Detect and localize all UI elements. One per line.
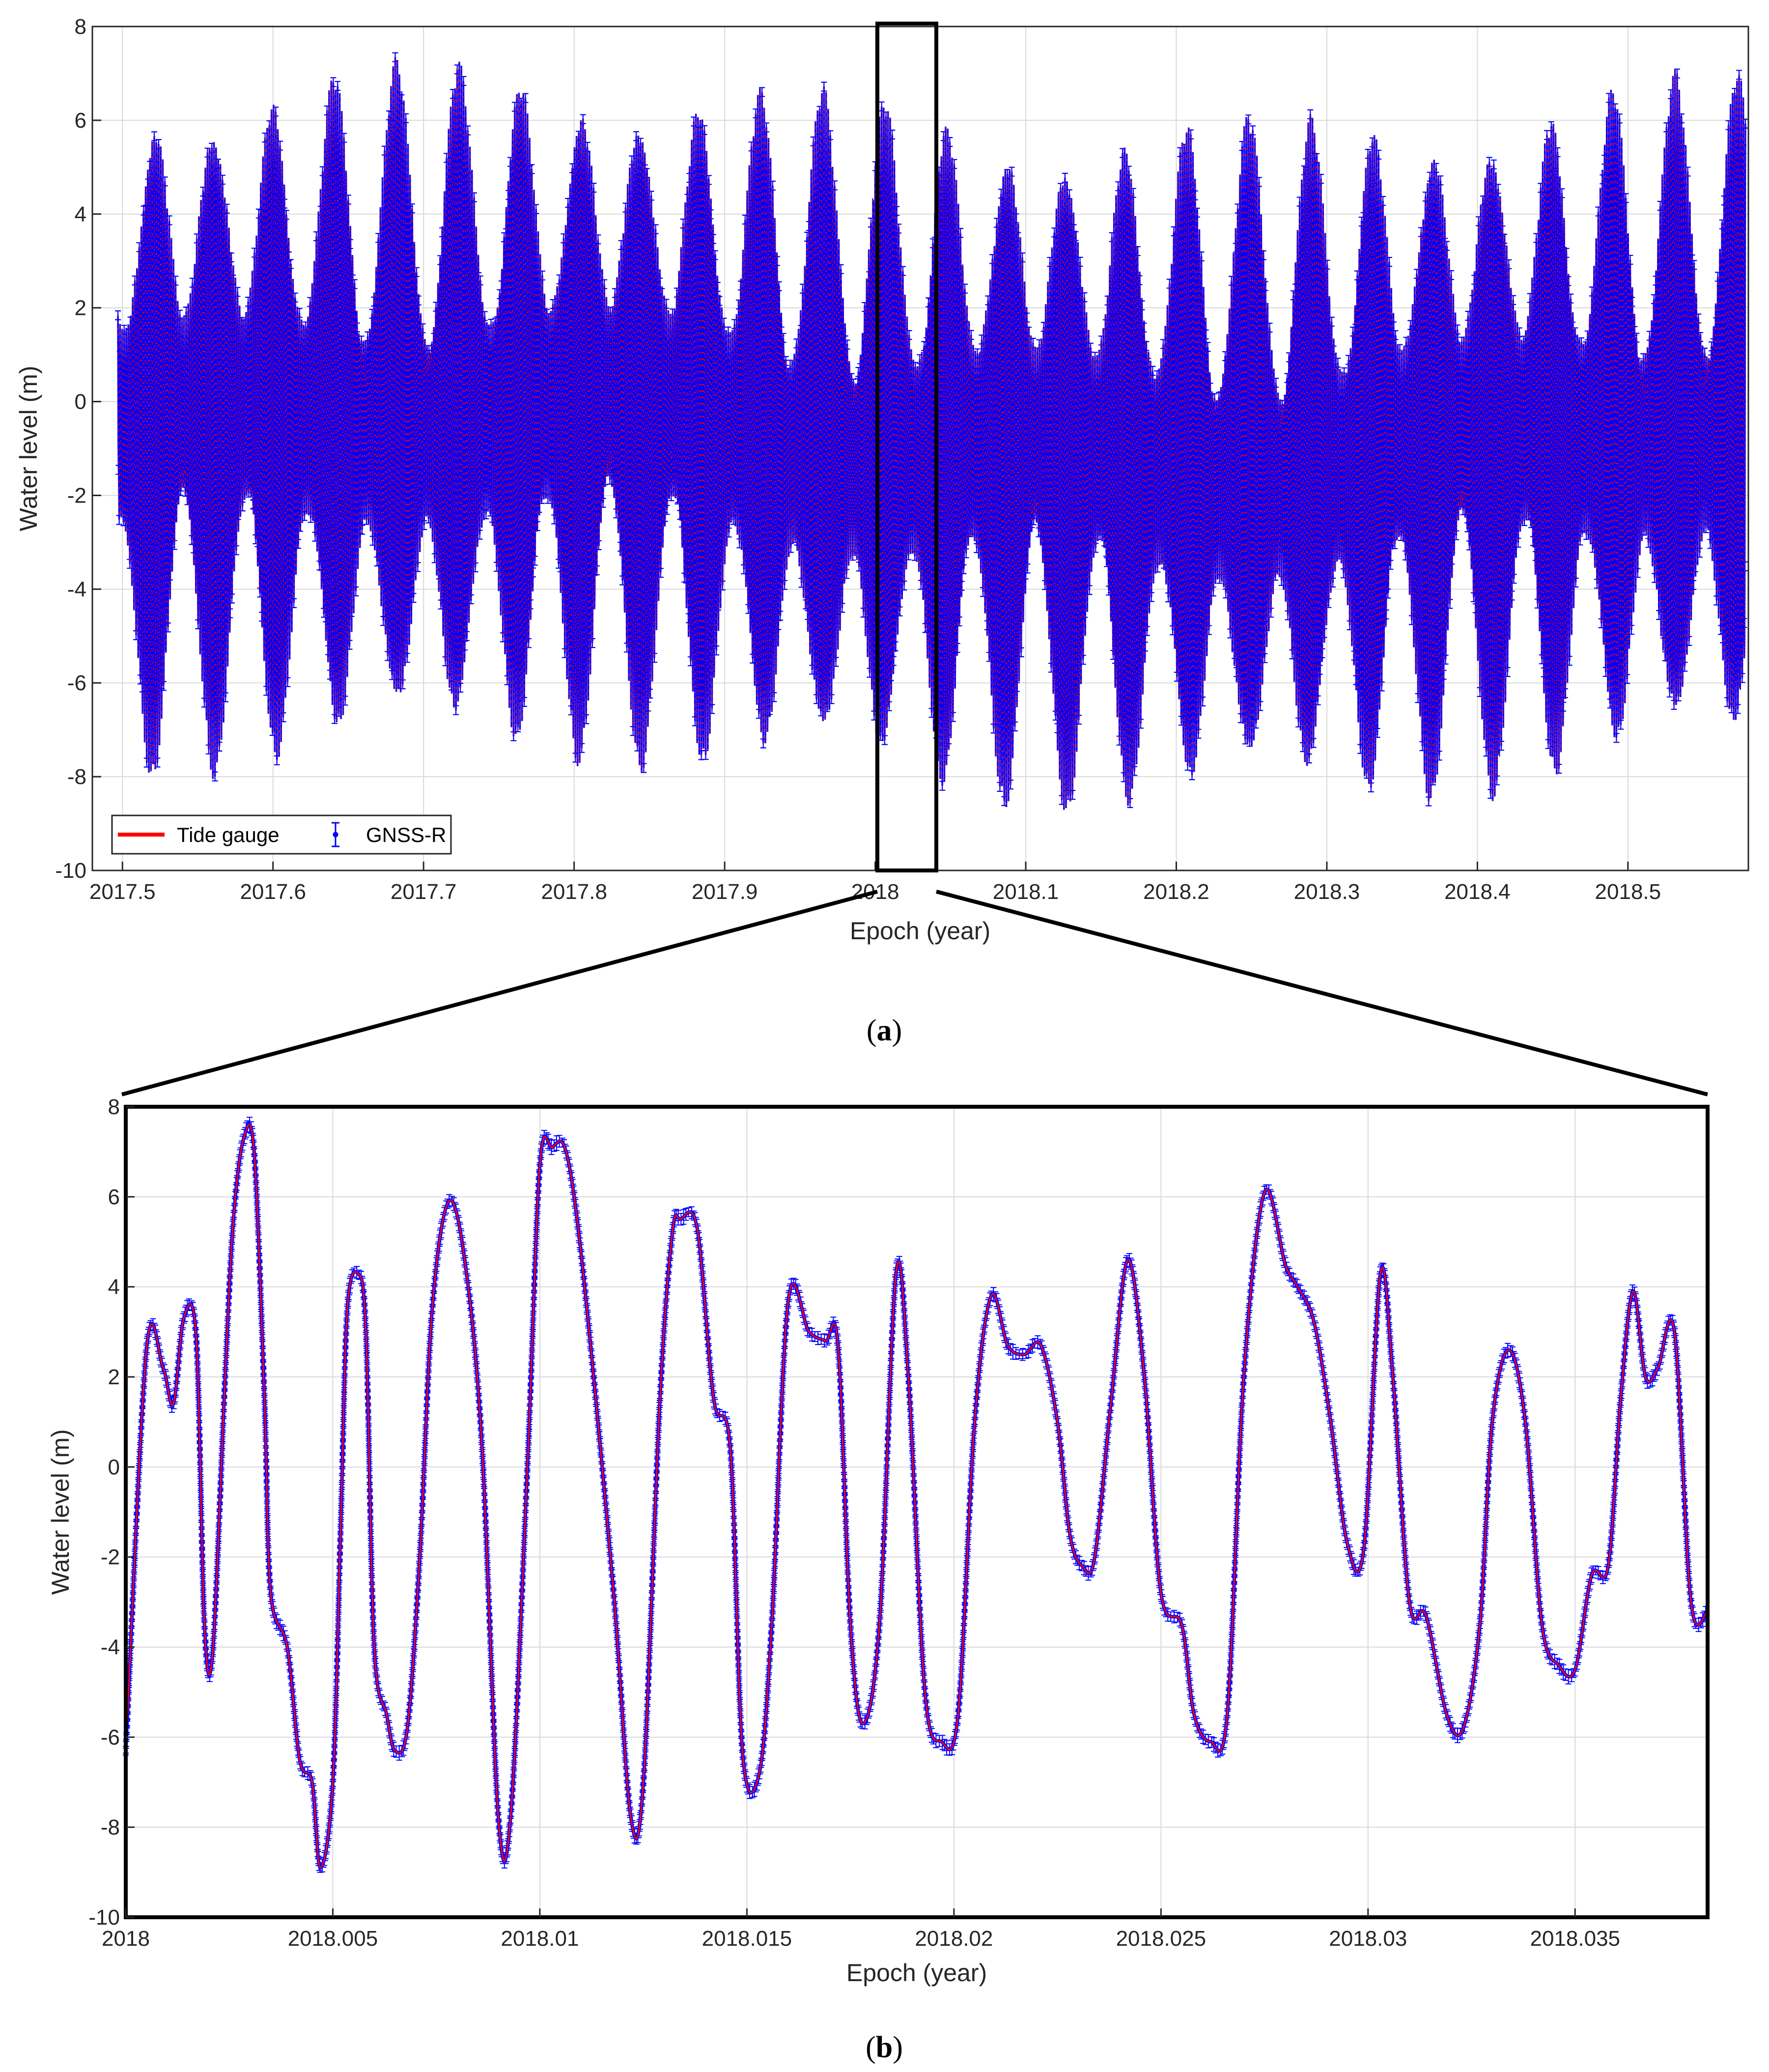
- panel-b-chart: 2018 2018.005 2018.01 2018.015 2018.02 2018.0…: [47, 1095, 1710, 1987]
- a-x-tick-label: 2018.2: [1143, 880, 1209, 904]
- a-x-tick-label: 2017.7: [391, 880, 457, 904]
- panel-a-zoom-box: [875, 22, 938, 872]
- a-y-tick-label: 0: [75, 390, 86, 414]
- b-y-tick-label: -8: [101, 1816, 120, 1840]
- panel-a-chart: 2017.5 2017.6 2017.7 2017.8 2017.9 2018 2018.1…: [15, 15, 1749, 945]
- b-y-tick-label: 0: [108, 1455, 120, 1479]
- a-y-tick-label: -4: [67, 577, 86, 601]
- b-x-tick-label: 2018.035: [1530, 1927, 1620, 1951]
- a-y-tick-label: 8: [75, 15, 86, 39]
- b-x-tick-label: 2018.02: [915, 1927, 993, 1951]
- b-y-tick-label: 8: [108, 1095, 120, 1119]
- a-y-tick-label: -8: [67, 765, 86, 789]
- a-x-tick-label: 2018.5: [1595, 880, 1661, 904]
- a-y-tick-label: 6: [75, 109, 86, 133]
- panel-b-ticks: 2018 2018.005 2018.01 2018.015 2018.02 2018.0…: [88, 1095, 1620, 1951]
- a-x-tick-label: 2018.1: [993, 880, 1059, 904]
- b-y-tick-label: -4: [101, 1635, 120, 1659]
- panel-b-caption: (b): [866, 2031, 903, 2064]
- b-x-tick-label: 2018.01: [501, 1927, 579, 1951]
- legend-gnss-r-label: GNSS-R: [366, 823, 446, 846]
- a-x-tick-label: 2018.4: [1444, 880, 1511, 904]
- zoom-connector-right: [935, 890, 1709, 1096]
- b-x-tick-label: 2018.015: [702, 1927, 792, 1951]
- panel-a-caption: (a): [867, 1014, 902, 1047]
- b-y-tick-label: -10: [88, 1905, 120, 1930]
- panel-b-caption-letter: b: [876, 2031, 893, 2064]
- b-x-tick-label: 2018.025: [1116, 1927, 1207, 1951]
- b-y-tick-label: -6: [101, 1725, 120, 1749]
- panel-a-legend: Tide gauge GNSS-R: [111, 814, 452, 855]
- a-x-tick-label: 2017.9: [692, 880, 758, 904]
- panel-b-ylabel: Water level (m): [47, 1429, 74, 1595]
- b-x-tick-label: 2018: [102, 1927, 150, 1951]
- a-y-tick-label: -6: [67, 671, 86, 695]
- legend-box: [111, 814, 452, 855]
- panel-b-xlabel: Epoch (year): [846, 1959, 987, 1987]
- a-x-tick-label: 2018.3: [1294, 880, 1360, 904]
- b-y-tick-label: 2: [108, 1365, 120, 1389]
- a-y-tick-label: 2: [75, 296, 86, 320]
- b-x-tick-label: 2018.005: [288, 1927, 378, 1951]
- b-y-tick-label: -2: [101, 1545, 120, 1569]
- legend-gnss-r-swatch: [332, 822, 339, 847]
- panel-b-tide-gauge-line: [125, 1123, 1709, 1869]
- a-y-tick-label: -2: [67, 483, 86, 507]
- a-y-tick-label: 4: [75, 202, 86, 226]
- b-y-tick-label: 4: [108, 1275, 120, 1299]
- panel-a-caption-letter: a: [877, 1014, 892, 1047]
- a-x-tick-label: 2017.8: [541, 880, 607, 904]
- a-y-tick-label: -10: [55, 859, 86, 883]
- a-x-tick-label: 2017.6: [240, 880, 306, 904]
- panel-a-ticks: 2017.5 2017.6 2017.7 2017.8 2017.9 2018 2018.1…: [55, 15, 1661, 904]
- a-x-tick-label: 2017.5: [89, 880, 156, 904]
- b-y-tick-label: 6: [108, 1185, 120, 1209]
- panel-a-ylabel: Water level (m): [15, 365, 42, 531]
- panel-a-xlabel: Epoch (year): [850, 917, 990, 945]
- legend-tide-gauge-label: Tide gauge: [177, 823, 280, 846]
- panel-a-tide-gauge-series: [117, 57, 1746, 810]
- panel-b-axes-box: [124, 1105, 1710, 1919]
- panel-a-tide-gauge-line: [117, 57, 1746, 810]
- zoom-connector-left: [121, 890, 878, 1096]
- panel-b-tide-gauge-series: [125, 1123, 1709, 1869]
- b-x-tick-label: 2018.03: [1329, 1927, 1407, 1951]
